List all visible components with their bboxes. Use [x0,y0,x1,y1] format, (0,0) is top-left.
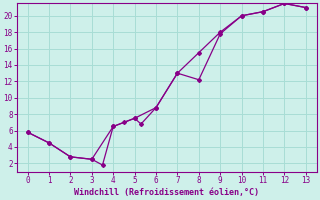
X-axis label: Windchill (Refroidissement éolien,°C): Windchill (Refroidissement éolien,°C) [74,188,259,197]
